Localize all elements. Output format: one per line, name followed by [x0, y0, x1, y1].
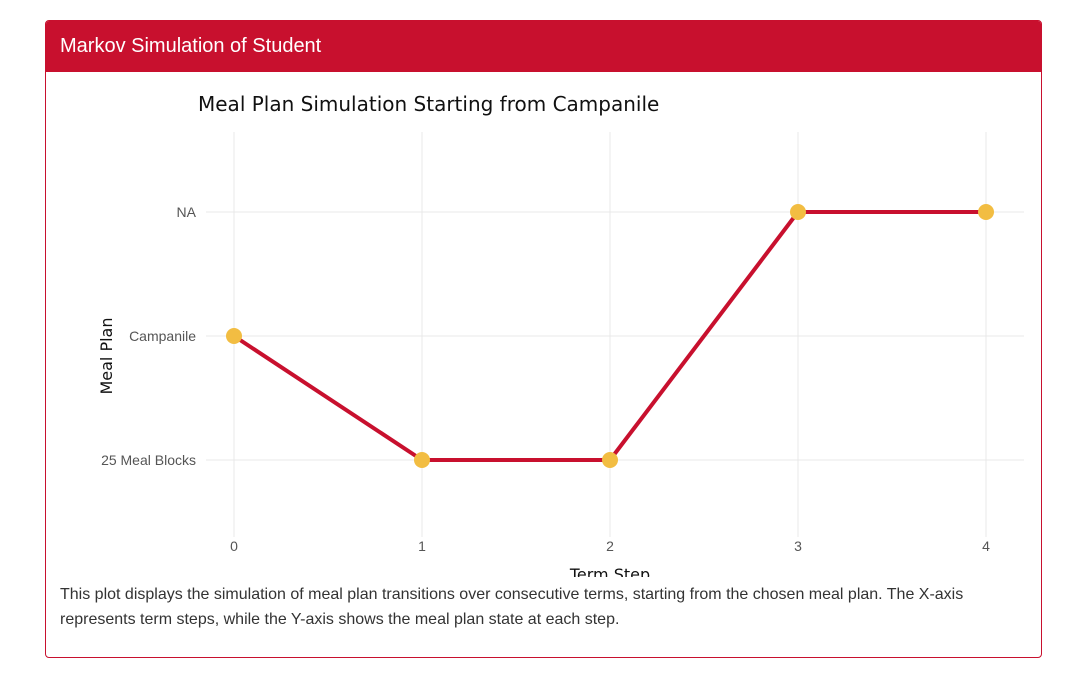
- card-header: Markov Simulation of Student: [46, 21, 1041, 72]
- data-point: [414, 452, 430, 468]
- x-axis-title: Term Step: [569, 565, 650, 577]
- data-point: [978, 204, 994, 220]
- y-axis-title: Meal Plan: [97, 317, 116, 394]
- x-tick-label: 1: [418, 538, 426, 554]
- x-tick-label: 2: [606, 538, 614, 554]
- data-point: [790, 204, 806, 220]
- series: [226, 204, 994, 468]
- data-point: [602, 452, 618, 468]
- meal-plan-chart: Meal Plan Simulation Starting from Campa…: [97, 92, 1024, 577]
- x-tick-label: 4: [982, 538, 990, 554]
- chart-caption: This plot displays the simulation of mea…: [60, 586, 964, 628]
- tick-labels: 0 1 2 3 4 25 Meal Blocks Campanile NA: [101, 204, 990, 554]
- simulation-card: Markov Simulation of Student Meal Plan S…: [45, 20, 1042, 658]
- chart-title: Meal Plan Simulation Starting from Campa…: [198, 92, 659, 116]
- y-tick-label: NA: [177, 204, 197, 220]
- y-tick-label: Campanile: [129, 328, 196, 344]
- x-tick-label: 0: [230, 538, 238, 554]
- y-tick-label: 25 Meal Blocks: [101, 452, 196, 468]
- grid: [206, 132, 1024, 537]
- x-tick-label: 3: [794, 538, 802, 554]
- data-point: [226, 328, 242, 344]
